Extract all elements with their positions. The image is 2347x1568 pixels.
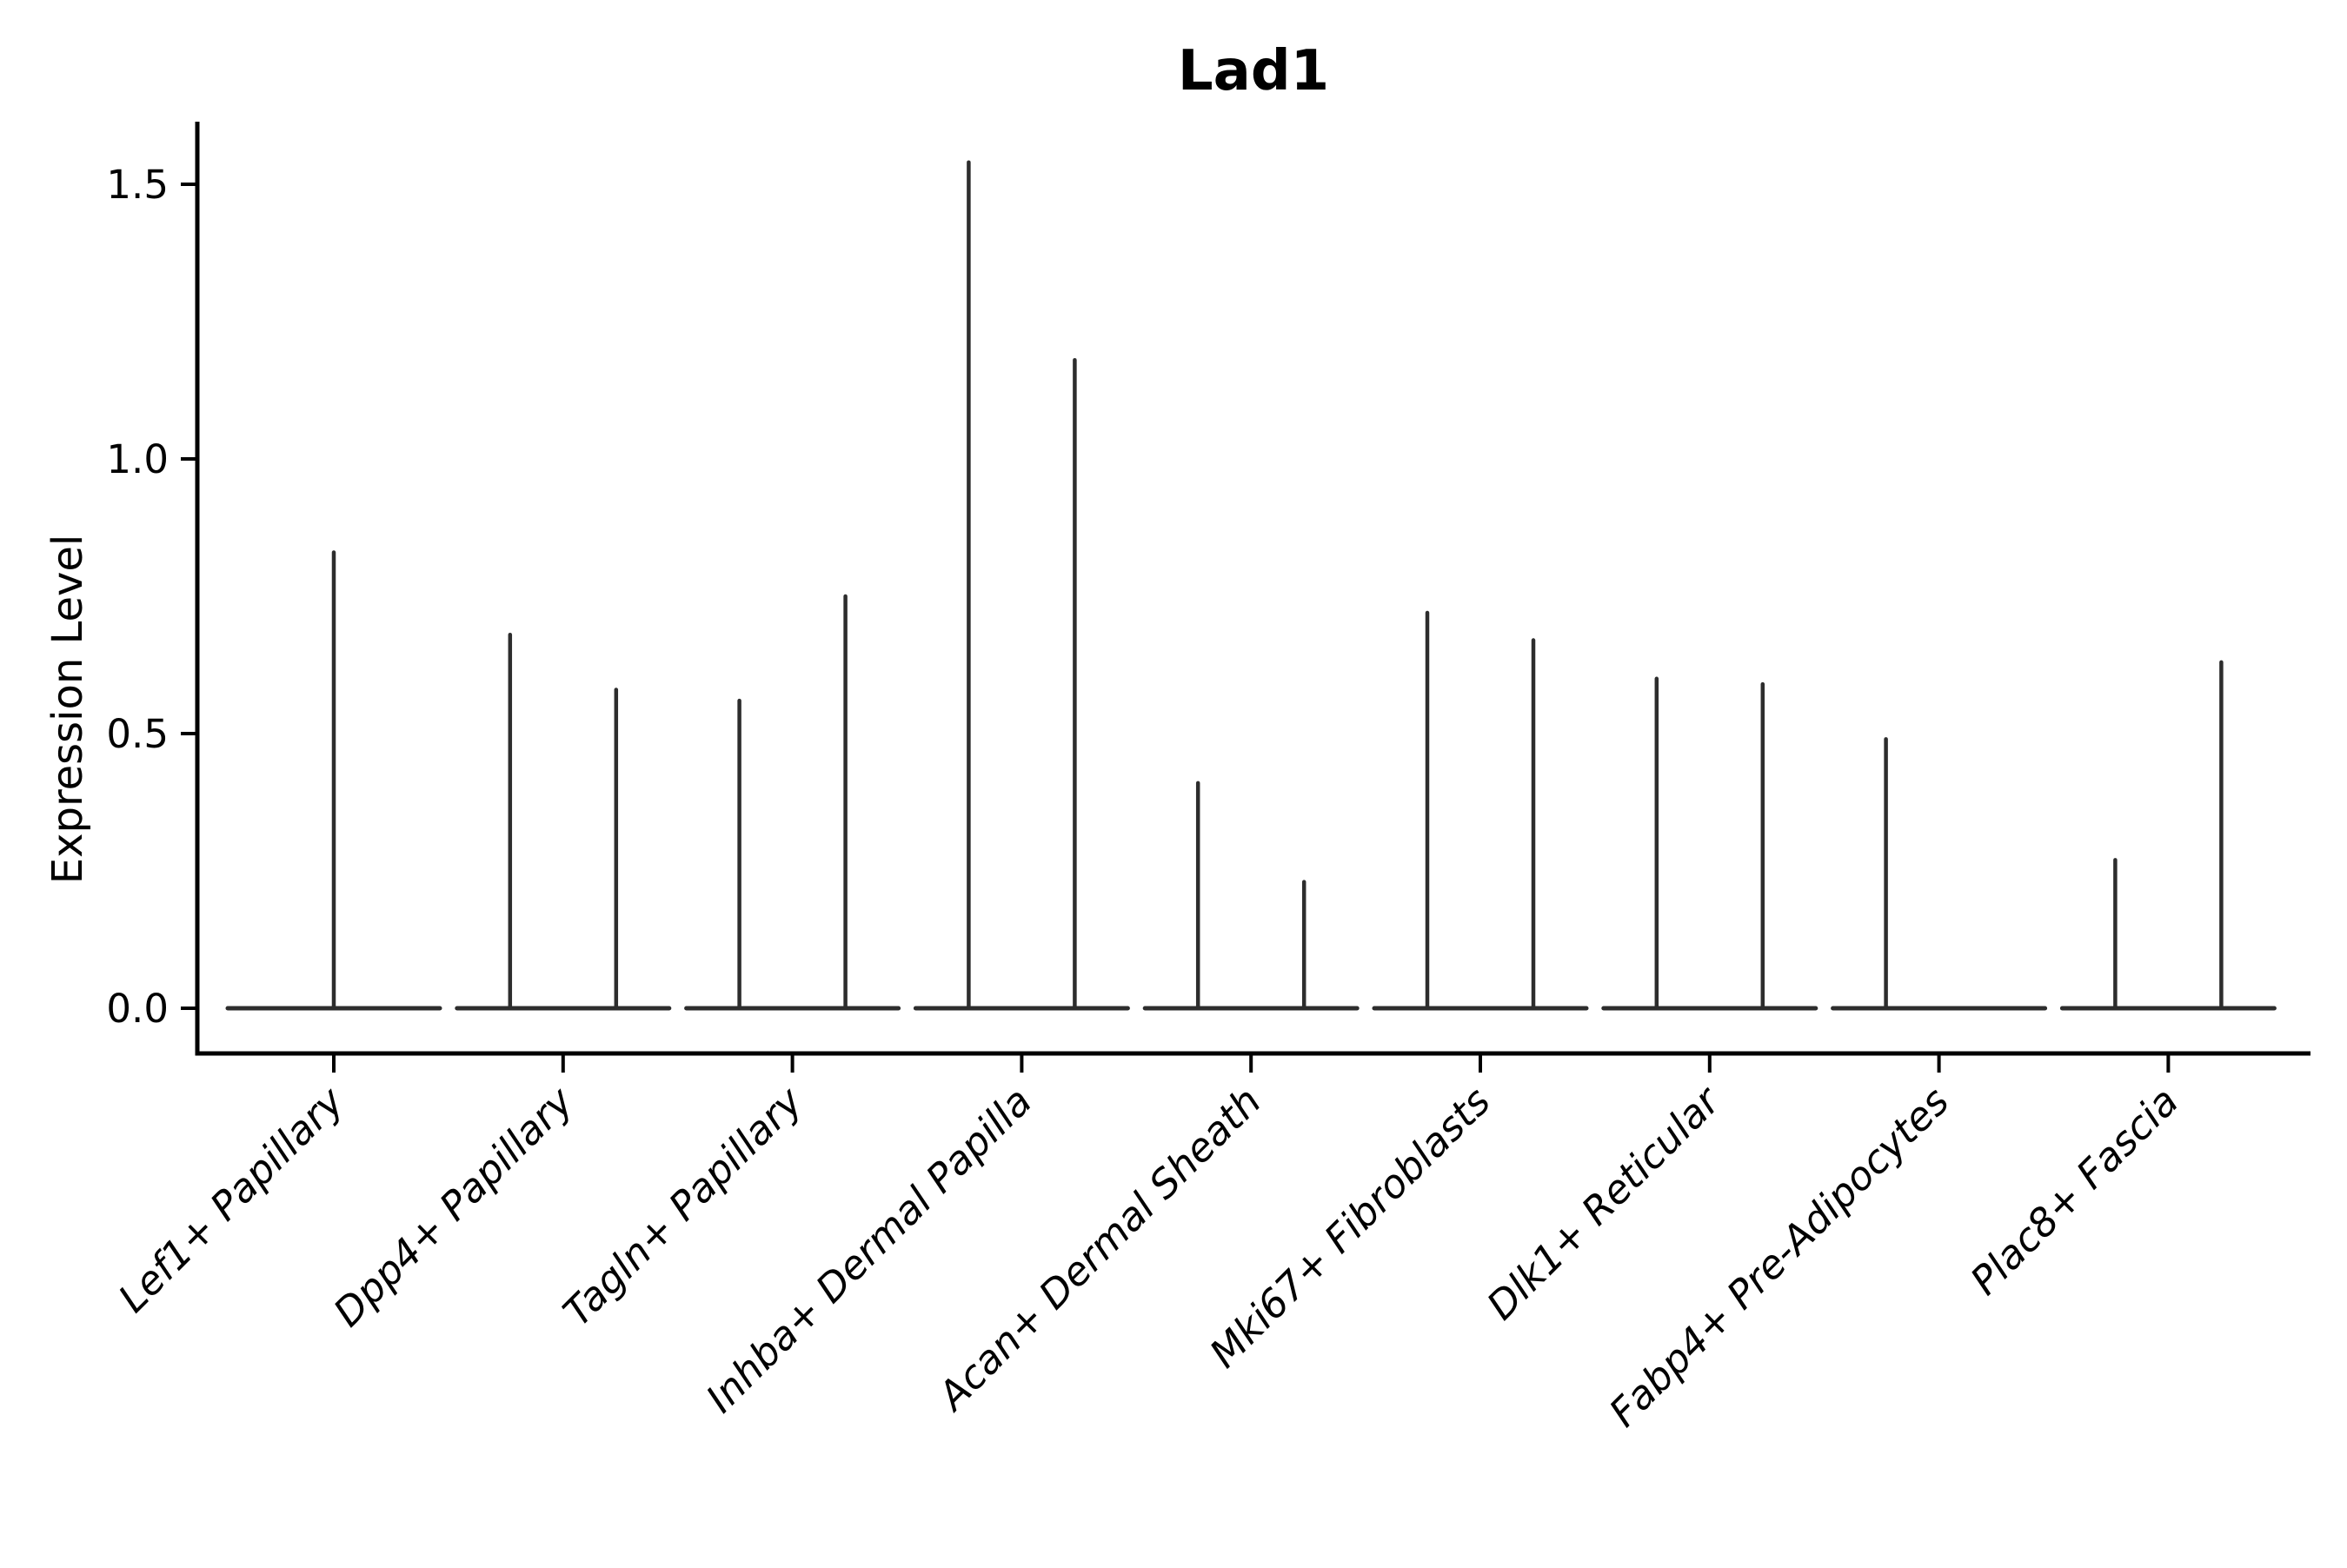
violin	[913, 160, 1130, 1011]
violin	[1831, 737, 2048, 1011]
x-tick-label: Tagln+ Papillary	[554, 1077, 812, 1335]
y-tick-label: 1.5	[106, 162, 169, 208]
y-tick-label: 0.0	[106, 986, 169, 1032]
violin	[2059, 660, 2277, 1011]
violin	[1601, 676, 1818, 1011]
violin	[225, 550, 442, 1011]
violin	[455, 632, 672, 1011]
x-tick-label: Lef1+ Papillary	[110, 1077, 354, 1321]
violins-group	[225, 160, 2277, 1011]
axes-group	[181, 122, 2310, 1073]
violin	[1372, 610, 1589, 1011]
violin	[1142, 781, 1360, 1011]
chart-title: Lad1	[1178, 39, 1329, 103]
y-tick-label: 1.0	[106, 436, 169, 482]
x-tick-label: Plac8+ Fascia	[1961, 1078, 2187, 1304]
y-axis-label: Expression Level	[43, 535, 92, 885]
x-tick-label: Dpp4+ Papillary	[324, 1077, 582, 1335]
y-tick-label: 0.5	[106, 711, 169, 757]
violin	[684, 594, 901, 1011]
x-tick-label: Dlk1+ Reticular	[1478, 1077, 1730, 1329]
